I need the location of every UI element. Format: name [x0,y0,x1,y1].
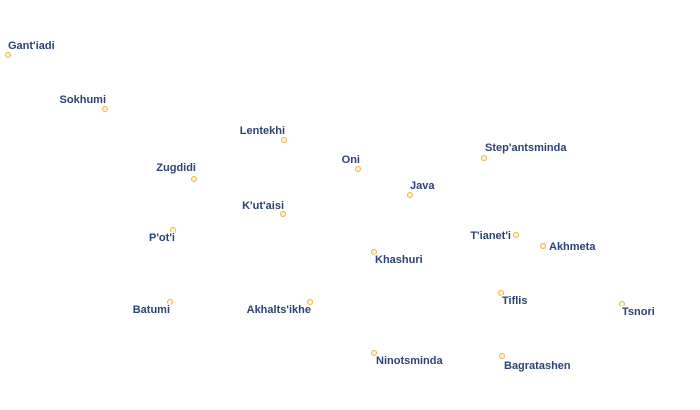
city-label: Step'antsminda [485,142,567,154]
city-dot [513,232,519,238]
city-label: Khashuri [375,254,423,266]
city-dot [371,350,377,356]
city-dot [355,166,361,172]
city-label: K'ut'aisi [242,200,284,212]
city-label: Akhalts'ikhe [247,304,311,316]
city-dot [281,137,287,143]
city-dot [481,155,487,161]
city-dot [191,176,197,182]
city-label: Tsnori [622,306,655,318]
city-dot [499,353,505,359]
city-label: Akhmeta [549,241,596,253]
city-label: Oni [342,154,360,166]
city-label: Lentekhi [240,125,285,137]
city-label: T'ianet'i [470,230,511,242]
city-markers [5,52,625,359]
city-label: Gant'iadi [8,40,55,52]
city-label: Sokhumi [60,94,106,106]
city-dot [307,299,313,305]
city-label: Java [410,180,435,192]
city-dot [619,301,625,307]
city-label: Ninotsminda [376,355,443,367]
city-dot [102,106,108,112]
city-dot [280,211,286,217]
city-label: Zugdidi [156,162,196,174]
city-label: Batumi [133,304,170,316]
city-dot [498,290,504,296]
city-dot [167,299,173,305]
city-labels: Gant'iadi Sokhumi Lentekhi Oni Zugdidi S… [7,38,657,373]
city-dot [540,243,546,249]
city-dot [407,192,413,198]
city-dot [170,227,176,233]
city-label: P'ot'i [149,232,175,244]
city-dot [371,249,377,255]
city-dot [5,52,11,58]
city-label: Bagratashen [504,360,571,372]
city-label: Tiflis [502,295,527,307]
